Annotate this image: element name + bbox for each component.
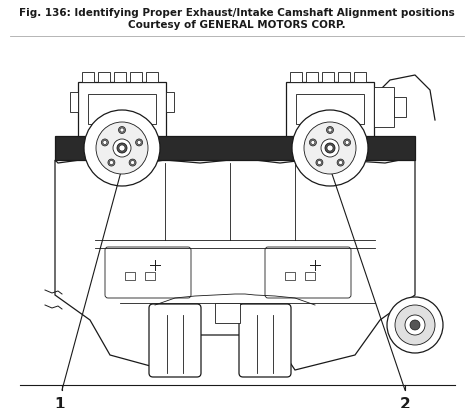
- Circle shape: [109, 161, 113, 164]
- Bar: [82, 72, 94, 82]
- Bar: [130, 72, 142, 82]
- Circle shape: [129, 159, 136, 166]
- Circle shape: [311, 140, 315, 144]
- Circle shape: [325, 143, 335, 153]
- Circle shape: [337, 159, 344, 166]
- Circle shape: [108, 159, 115, 166]
- Bar: [114, 72, 126, 82]
- Circle shape: [327, 126, 334, 133]
- FancyBboxPatch shape: [239, 304, 291, 377]
- Circle shape: [321, 139, 339, 157]
- Bar: [166, 92, 174, 112]
- Bar: [98, 72, 110, 82]
- Bar: [306, 72, 318, 82]
- Circle shape: [137, 140, 141, 144]
- Text: 1: 1: [55, 397, 65, 408]
- Bar: [290, 72, 302, 82]
- Polygon shape: [55, 160, 415, 370]
- Bar: [55, 136, 415, 160]
- FancyBboxPatch shape: [105, 247, 191, 298]
- FancyBboxPatch shape: [265, 247, 351, 298]
- Text: 2: 2: [400, 397, 410, 408]
- Bar: [125, 272, 135, 280]
- Circle shape: [117, 143, 127, 153]
- Text: Courtesy of GENERAL MOTORS CORP.: Courtesy of GENERAL MOTORS CORP.: [128, 20, 346, 30]
- Bar: [374, 87, 394, 127]
- Circle shape: [344, 139, 351, 146]
- Bar: [394, 97, 406, 117]
- Circle shape: [136, 139, 143, 146]
- Circle shape: [113, 139, 131, 157]
- Circle shape: [395, 305, 435, 345]
- FancyBboxPatch shape: [149, 304, 201, 377]
- Circle shape: [328, 128, 332, 132]
- Circle shape: [338, 161, 343, 164]
- Circle shape: [327, 145, 333, 151]
- Bar: [322, 72, 334, 82]
- Circle shape: [84, 110, 160, 186]
- Bar: [78, 82, 166, 157]
- Bar: [70, 92, 78, 112]
- Bar: [305, 272, 315, 280]
- Bar: [354, 72, 366, 82]
- Circle shape: [118, 126, 126, 133]
- Circle shape: [318, 161, 321, 164]
- Circle shape: [120, 128, 124, 132]
- Text: Fig. 136: Identifying Proper Exhaust/Intake Camshaft Alignment positions: Fig. 136: Identifying Proper Exhaust/Int…: [19, 8, 455, 18]
- Circle shape: [103, 140, 107, 144]
- Bar: [296, 94, 364, 124]
- Circle shape: [101, 139, 109, 146]
- Circle shape: [345, 140, 349, 144]
- Circle shape: [292, 110, 368, 186]
- Bar: [88, 94, 156, 124]
- Bar: [215, 303, 240, 323]
- Circle shape: [130, 161, 135, 164]
- Circle shape: [410, 320, 420, 330]
- Bar: [146, 72, 158, 82]
- Circle shape: [304, 122, 356, 174]
- Circle shape: [119, 145, 125, 151]
- Bar: [286, 82, 374, 157]
- Circle shape: [405, 315, 425, 335]
- Circle shape: [96, 122, 148, 174]
- Circle shape: [310, 139, 316, 146]
- Circle shape: [316, 159, 323, 166]
- Bar: [145, 272, 155, 280]
- Circle shape: [387, 297, 443, 353]
- Bar: [285, 272, 295, 280]
- Bar: [338, 72, 350, 82]
